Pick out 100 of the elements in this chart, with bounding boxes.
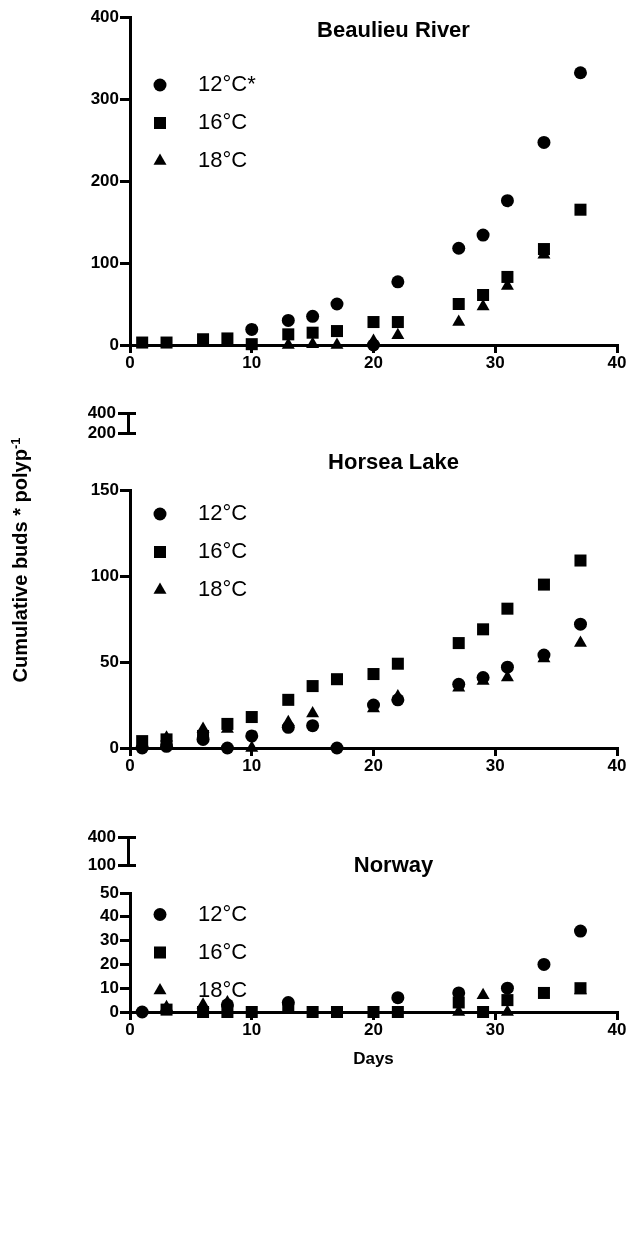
point bbox=[501, 270, 514, 283]
point bbox=[573, 924, 587, 938]
point bbox=[306, 336, 320, 348]
point bbox=[306, 1005, 319, 1019]
legend-label: 16°C bbox=[198, 938, 248, 964]
point bbox=[500, 660, 514, 674]
point bbox=[367, 1005, 380, 1019]
point bbox=[391, 991, 405, 1005]
point bbox=[500, 1004, 514, 1016]
x-tick-label: 40 bbox=[607, 352, 627, 372]
point bbox=[452, 241, 466, 255]
y-tick-label: 150 bbox=[90, 479, 119, 499]
point bbox=[500, 981, 514, 995]
point bbox=[281, 720, 295, 734]
y-tick-label: 300 bbox=[90, 88, 119, 108]
point bbox=[391, 316, 404, 329]
y-tick-label: 400 bbox=[90, 6, 119, 26]
y-tick-label: 30 bbox=[100, 930, 119, 950]
legend-label: 18°C bbox=[198, 976, 248, 1002]
point bbox=[573, 617, 587, 631]
point bbox=[391, 657, 404, 670]
point bbox=[367, 668, 380, 681]
point bbox=[330, 325, 343, 338]
x-tick-label: 0 bbox=[125, 755, 135, 775]
point bbox=[574, 203, 587, 216]
point bbox=[136, 336, 149, 349]
point bbox=[367, 338, 380, 352]
y-tick-label: 100 bbox=[90, 565, 119, 585]
legend-label: 12°C* bbox=[198, 71, 257, 97]
x-tick-label: 40 bbox=[607, 1019, 627, 1039]
y-tick-label: 0 bbox=[109, 1001, 119, 1021]
point bbox=[501, 602, 514, 615]
x-tick-label: 30 bbox=[485, 352, 505, 372]
point bbox=[160, 336, 173, 349]
point bbox=[330, 337, 344, 349]
point bbox=[281, 313, 295, 327]
point bbox=[367, 316, 380, 329]
point bbox=[537, 986, 550, 999]
x-tick-label: 20 bbox=[364, 352, 383, 372]
x-tick-label: 30 bbox=[485, 1019, 505, 1039]
y-tick-label: 20 bbox=[100, 954, 119, 974]
point bbox=[501, 994, 514, 1007]
x-tick-label: 10 bbox=[242, 1019, 262, 1039]
point bbox=[573, 66, 587, 80]
y-tick-label: 10 bbox=[100, 977, 119, 997]
point bbox=[282, 693, 295, 706]
point bbox=[476, 987, 490, 1000]
legend-label: 16°C bbox=[198, 538, 248, 564]
point bbox=[391, 1005, 404, 1019]
point bbox=[391, 275, 405, 289]
point bbox=[500, 194, 514, 208]
y-tick-label: 50 bbox=[100, 882, 119, 902]
point bbox=[245, 729, 259, 743]
point bbox=[330, 297, 344, 311]
point bbox=[537, 135, 551, 149]
point bbox=[452, 297, 465, 311]
legend-label: 16°C bbox=[198, 109, 248, 135]
point bbox=[245, 338, 258, 351]
point bbox=[245, 740, 259, 752]
point bbox=[306, 309, 320, 323]
y-tick-label: 100 bbox=[90, 252, 119, 272]
x-tick-label: 40 bbox=[607, 755, 627, 775]
point bbox=[245, 322, 259, 336]
point bbox=[573, 635, 587, 647]
point bbox=[221, 717, 234, 730]
legend-label: 12°C bbox=[198, 900, 248, 926]
point bbox=[197, 1005, 210, 1019]
legend-label: 18°C bbox=[198, 576, 248, 602]
point bbox=[245, 1005, 258, 1019]
point bbox=[330, 741, 344, 755]
point bbox=[391, 693, 405, 707]
point bbox=[306, 326, 319, 339]
point bbox=[477, 1005, 490, 1019]
point bbox=[476, 228, 490, 242]
x-tick-label: 20 bbox=[364, 755, 383, 775]
point bbox=[282, 328, 295, 341]
point bbox=[306, 706, 320, 718]
point bbox=[452, 314, 466, 326]
x-tick-label: 10 bbox=[242, 352, 262, 372]
point bbox=[574, 554, 587, 567]
x-tick-label: 30 bbox=[485, 755, 505, 775]
chart-title: Norway bbox=[353, 852, 434, 878]
point bbox=[452, 637, 465, 650]
x-tick-label: 0 bbox=[125, 352, 135, 372]
x-tick-label: 0 bbox=[125, 1019, 135, 1039]
legend-label: 12°C bbox=[198, 500, 248, 526]
point bbox=[391, 327, 405, 339]
point bbox=[160, 1003, 173, 1016]
point bbox=[477, 623, 490, 636]
chart-title: Beaulieu River bbox=[317, 17, 471, 43]
y-tick-label: 200 bbox=[90, 170, 119, 190]
point bbox=[220, 741, 234, 755]
y-tick-label: 0 bbox=[109, 334, 119, 354]
point bbox=[306, 680, 319, 693]
y-tick-label: 50 bbox=[100, 651, 119, 671]
x-tick-label: 10 bbox=[242, 755, 262, 775]
x-tick-label: 20 bbox=[364, 1019, 383, 1039]
point bbox=[245, 711, 258, 724]
point bbox=[330, 673, 343, 686]
chart-title: Horsea Lake bbox=[328, 449, 459, 475]
